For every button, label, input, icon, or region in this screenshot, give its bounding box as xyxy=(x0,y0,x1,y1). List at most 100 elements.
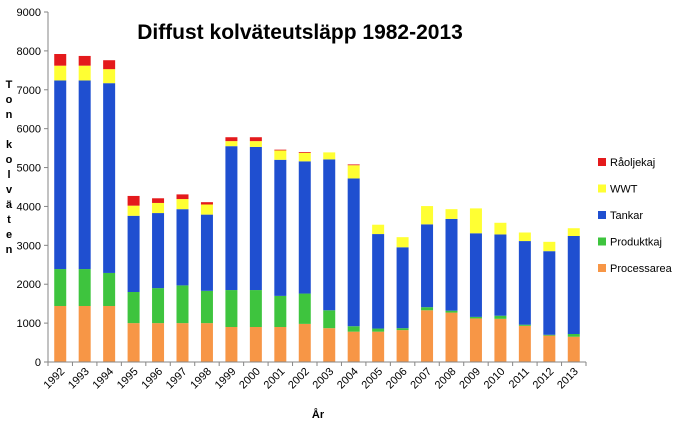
legend-swatch-wwt xyxy=(598,184,606,193)
x-tick-labels: 1992199319941995199619971998199920002001… xyxy=(42,366,581,392)
bar-segment-1996-råoljekaj xyxy=(152,198,165,203)
bar-segment-2010-wwt xyxy=(494,222,507,235)
bar-segment-1998-råoljekaj xyxy=(200,202,213,205)
bar-segment-1998-wwt xyxy=(200,204,213,215)
bar-segment-1995-processarea xyxy=(127,323,140,362)
x-tick-label-1992: 1992 xyxy=(42,366,68,392)
x-tick-label-2005: 2005 xyxy=(359,366,385,392)
x-tick-label-1994: 1994 xyxy=(90,366,116,392)
bar-segment-1992-wwt xyxy=(54,65,67,81)
y-tick-label: 2000 xyxy=(17,279,41,291)
bar-segment-2006-produktkaj xyxy=(396,328,409,331)
bar-segment-2002-wwt xyxy=(298,152,311,162)
bar-segment-1997-tankar xyxy=(176,209,189,286)
bar-segment-2006-processarea xyxy=(396,330,409,362)
bar-segment-2001-tankar xyxy=(274,159,287,296)
bar-segment-2013-produktkaj xyxy=(567,334,580,337)
bar-segment-2011-processarea xyxy=(518,325,531,362)
bar-segment-2003-produktkaj xyxy=(323,310,336,329)
bar-segment-1999-produktkaj xyxy=(225,290,238,327)
bar-segment-1995-wwt xyxy=(127,205,140,216)
bar-segment-1997-processarea xyxy=(176,323,189,362)
bar-segment-2003-tankar xyxy=(323,159,336,311)
x-tick-label-2006: 2006 xyxy=(384,366,410,392)
bar-segment-1996-tankar xyxy=(152,213,165,289)
x-tick-label-1996: 1996 xyxy=(139,366,165,392)
bar-segment-1994-processarea xyxy=(103,306,116,362)
bar-segment-1996-processarea xyxy=(152,323,165,362)
bar-segment-1999-processarea xyxy=(225,327,238,362)
bar-segment-1992-produktkaj xyxy=(54,269,67,306)
y-tick-label: 9000 xyxy=(17,7,41,19)
bar-segment-1995-produktkaj xyxy=(127,292,140,324)
bar-segment-2012-tankar xyxy=(543,251,556,335)
axes-layer xyxy=(44,11,587,366)
bar-segment-1992-råoljekaj xyxy=(54,54,67,66)
bar-segment-1997-wwt xyxy=(176,199,189,210)
x-tick-label-2008: 2008 xyxy=(433,366,459,392)
bar-segment-2000-råoljekaj xyxy=(249,137,262,142)
legend-label-wwt: WWT xyxy=(610,184,638,196)
y-tick-label: 7000 xyxy=(17,85,41,97)
bar-segment-2013-wwt xyxy=(567,228,580,236)
bar-segment-1999-tankar xyxy=(225,146,238,291)
bar-segment-2012-wwt xyxy=(543,241,556,252)
legend-label-processarea: Processarea xyxy=(610,263,673,275)
bar-segment-1993-produktkaj xyxy=(78,269,91,306)
bar-segment-2009-tankar xyxy=(469,233,482,317)
bar-segment-2002-processarea xyxy=(298,323,311,362)
x-tick-label-2000: 2000 xyxy=(237,366,263,392)
bar-segment-2009-processarea xyxy=(469,318,482,362)
x-tick-label-2004: 2004 xyxy=(335,366,361,392)
chart-title: Diffust kolväteutsläpp 1982-2013 xyxy=(137,21,463,44)
bar-segment-2004-wwt xyxy=(347,165,360,179)
bar-segment-2008-tankar xyxy=(445,218,458,311)
y-tick-label: 1000 xyxy=(17,318,41,330)
bar-segment-2003-processarea xyxy=(323,328,336,362)
bar-segment-2013-processarea xyxy=(567,336,580,362)
bar-segment-1994-tankar xyxy=(103,83,116,273)
bar-segment-2004-tankar xyxy=(347,178,360,327)
x-tick-label-1993: 1993 xyxy=(66,366,92,392)
legend: Råoljekaj WWT Tankar Produktkaj Processarea xyxy=(598,157,673,275)
bar-segment-2003-wwt xyxy=(323,152,336,160)
bar-segment-2012-processarea xyxy=(543,335,556,362)
x-tick-label-2002: 2002 xyxy=(286,366,312,392)
bar-segment-2005-processarea xyxy=(372,331,385,362)
bar-segment-2007-produktkaj xyxy=(421,307,434,311)
bar-segment-2005-wwt xyxy=(372,224,385,235)
bar-segment-2005-produktkaj xyxy=(372,328,385,332)
y-tick-label: 8000 xyxy=(17,46,41,58)
bar-segment-1999-wwt xyxy=(225,141,238,147)
bar-segment-1995-tankar xyxy=(127,215,140,292)
y-tick-labels: 0 1000 2000 3000 4000 5000 6000 7000 8000 9000 xyxy=(17,7,41,369)
legend-swatch-tankar xyxy=(598,211,606,219)
bar-segment-1994-råoljekaj xyxy=(103,60,116,70)
bar-segment-1992-processarea xyxy=(54,306,67,362)
bar-segment-2005-tankar xyxy=(372,234,385,329)
bar-segment-2001-produktkaj xyxy=(274,295,287,327)
bar-segment-2007-tankar xyxy=(421,224,434,308)
bar-segment-2001-råoljekaj xyxy=(274,149,287,151)
x-tick-label-2012: 2012 xyxy=(531,366,557,392)
bar-segment-2006-wwt xyxy=(396,237,409,248)
bar-segment-2006-tankar xyxy=(396,247,409,329)
bar-segment-2008-wwt xyxy=(445,209,458,219)
bar-segment-1997-produktkaj xyxy=(176,285,189,324)
bar-segment-2002-tankar xyxy=(298,161,311,294)
legend-swatch-produktkaj xyxy=(598,237,606,246)
bar-segment-2009-wwt xyxy=(469,208,482,234)
bar-segment-1994-wwt xyxy=(103,69,116,84)
x-tick-label-1998: 1998 xyxy=(188,366,214,392)
x-tick-label-1997: 1997 xyxy=(164,366,190,392)
bar-segment-2010-produktkaj xyxy=(494,315,507,319)
legend-label-tankar: Tankar xyxy=(610,210,643,222)
bar-segment-1993-tankar xyxy=(78,80,91,270)
bar-segment-1998-processarea xyxy=(200,323,213,362)
bar-segment-1994-produktkaj xyxy=(103,272,116,306)
x-tick-label-2007: 2007 xyxy=(408,366,434,392)
x-tick-label-1995: 1995 xyxy=(115,366,141,392)
bar-segment-1998-produktkaj xyxy=(200,290,213,324)
